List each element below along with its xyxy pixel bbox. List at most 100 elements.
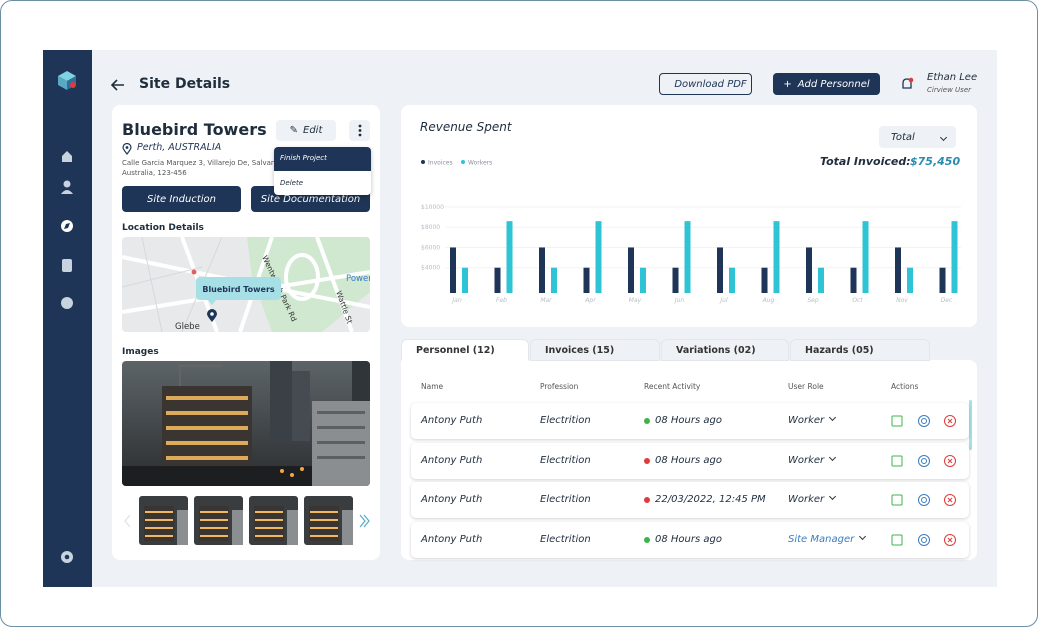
filter-dropdown[interactable]: Total	[879, 126, 956, 148]
x-tick-label: Jan	[451, 297, 461, 304]
legend-dot	[421, 160, 425, 164]
action-icon[interactable]	[892, 456, 902, 466]
bar	[717, 247, 723, 293]
y-tick-label: $10000	[421, 204, 444, 211]
cell: Electrition	[540, 534, 591, 545]
user-role: Cirview User	[927, 86, 971, 94]
action-icon[interactable]	[919, 455, 930, 466]
x-tick-label: Mar	[540, 297, 552, 304]
chevron[interactable]	[859, 533, 866, 540]
action-icon[interactable]	[919, 495, 930, 506]
status-dot	[644, 537, 650, 543]
bar	[806, 247, 812, 293]
tab[interactable]: Variations (02)	[661, 339, 789, 361]
column-header: Profession	[540, 382, 578, 391]
tab[interactable]: Hazards (05)	[790, 339, 930, 361]
sidebar-icons	[43, 50, 92, 587]
column-header: Name	[421, 382, 443, 391]
table-row: Antony PuthElectrition22/03/2022, 12:45 …	[411, 482, 969, 518]
action-icon[interactable]	[892, 535, 902, 545]
chevron[interactable]	[829, 414, 836, 421]
chevron[interactable]	[829, 454, 836, 461]
bar	[895, 247, 901, 293]
menu-item[interactable]: Finish Project	[274, 147, 371, 171]
action-icon[interactable]	[948, 498, 952, 502]
map-label: Powerl	[346, 274, 370, 284]
address-line: Calle Garcia Marquez 3, Villarejo De, Sa…	[122, 159, 283, 167]
chevron[interactable]	[829, 493, 836, 500]
kebab-button[interactable]	[349, 120, 370, 141]
download-button[interactable]: Download PDF	[659, 73, 752, 95]
tab[interactable]: Personnel (12)	[401, 339, 529, 361]
cell: Site Manager	[788, 534, 865, 545]
action-icon[interactable]	[919, 416, 930, 427]
action-icon[interactable]	[948, 419, 952, 423]
x-tick-label: Sep	[807, 297, 819, 304]
tab[interactable]: Invoices (15)	[530, 339, 660, 361]
bar	[640, 268, 646, 293]
page-title: Site Details	[139, 76, 230, 92]
cell: Electrition	[540, 494, 591, 505]
table-row: Antony PuthElectrition08 Hours agoSite M…	[411, 522, 969, 558]
site-location: Perth, AUSTRALIA	[137, 142, 221, 153]
label: Site Induction	[147, 194, 216, 205]
action-icon[interactable]	[922, 419, 927, 424]
section-heading: Location Details	[122, 223, 204, 233]
row-actions	[891, 533, 961, 547]
address-line: Australia, 123-456	[122, 169, 187, 177]
add-personnel-button[interactable]: +Add Personnel	[773, 73, 880, 95]
cell: Antony Puth	[421, 455, 482, 466]
x-tick-label: Apr	[584, 297, 596, 304]
bar	[450, 247, 456, 293]
action-icon[interactable]	[922, 458, 927, 463]
label: Site Documentation	[261, 194, 360, 205]
action-icon[interactable]	[922, 538, 927, 543]
cell: Antony Puth	[421, 415, 482, 426]
bar	[774, 221, 780, 293]
bar	[495, 268, 501, 293]
bar	[940, 268, 946, 293]
action-icon[interactable]	[922, 498, 927, 503]
cell: Electrition	[540, 455, 591, 466]
cell: Worker	[788, 415, 835, 426]
menu-item[interactable]: Delete	[274, 171, 371, 195]
scrollbar[interactable]	[969, 400, 972, 450]
action-icon[interactable]	[892, 495, 902, 505]
bar	[762, 268, 768, 293]
label: Total	[891, 132, 915, 143]
column-header: Actions	[891, 382, 918, 391]
bell-icon[interactable]	[900, 77, 914, 91]
cell: Worker	[788, 494, 835, 505]
x-tick-label: Aug	[762, 297, 775, 304]
action-icon[interactable]	[948, 538, 952, 542]
bar	[851, 268, 857, 293]
map[interactable]: Glebe Wentworth Park Rd Wattle St Powerl…	[122, 237, 370, 332]
action-icon[interactable]	[948, 459, 952, 463]
row-actions	[891, 414, 961, 428]
bar	[952, 221, 958, 293]
legend-dot	[461, 160, 465, 164]
legend-label: Invoices	[428, 160, 453, 167]
y-tick-label: $8000	[421, 224, 440, 231]
action-icon[interactable]	[892, 416, 902, 426]
cell: Electrition	[540, 415, 591, 426]
site-photo[interactable]	[122, 361, 370, 486]
action-icon[interactable]	[919, 535, 930, 546]
bar	[863, 221, 869, 293]
edit-button[interactable]: ✎Edit	[276, 120, 336, 141]
x-tick-label: Nov	[896, 297, 908, 304]
sidebar	[43, 50, 92, 587]
bar	[462, 268, 468, 293]
x-tick-label: Feb	[496, 297, 507, 304]
bar	[907, 268, 913, 293]
row-actions	[891, 493, 961, 507]
label: Edit	[303, 125, 322, 136]
table-row: Antony PuthElectrition08 Hours agoWorker	[411, 443, 969, 479]
site-induction-button[interactable]: Site Induction	[122, 186, 241, 212]
x-tick-label: Oct	[852, 297, 863, 304]
dropdown-menu: Finish Project Delete	[274, 147, 371, 195]
total-label: Total Invoiced:	[820, 155, 911, 168]
chart-title: Revenue Spent	[420, 120, 513, 134]
x-tick-label: Jul	[719, 297, 728, 304]
back-arrow[interactable]	[110, 78, 126, 92]
